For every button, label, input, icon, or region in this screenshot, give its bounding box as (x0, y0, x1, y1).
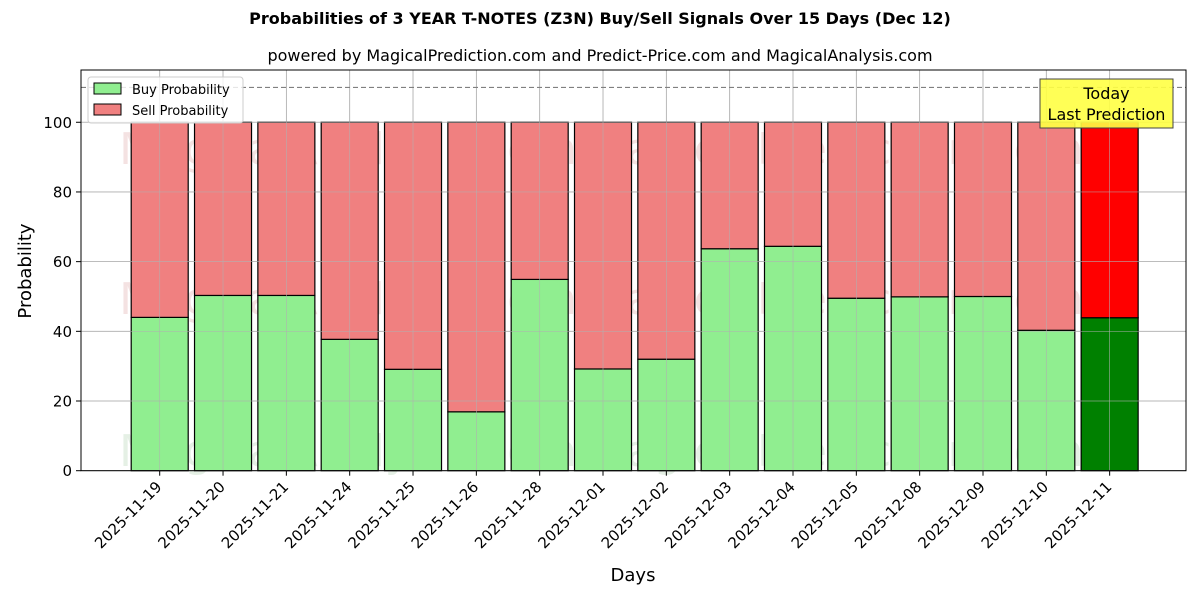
x-tick-label: 2025-12-05 (788, 478, 862, 552)
plot-frame (80, 69, 1187, 472)
x-tick-label: 2025-11-26 (408, 478, 482, 552)
x-tick-label: 2025-12-02 (598, 478, 672, 552)
x-tick-label: 2025-11-21 (218, 478, 292, 552)
chart-subtitle: powered by MagicalPrediction.com and Pre… (267, 46, 933, 65)
y-tick-label: 40 (53, 323, 72, 341)
x-tick-label: 2025-11-19 (91, 478, 165, 552)
chart-title: Probabilities of 3 YEAR T-NOTES (Z3N) Bu… (249, 9, 951, 28)
x-tick-label: 2025-11-24 (281, 478, 355, 552)
y-tick-label: 80 (53, 183, 72, 201)
x-axis: 2025-11-192025-11-202025-11-212025-11-24… (91, 470, 1115, 552)
x-tick-label: 2025-11-28 (471, 478, 545, 552)
x-tick-label: 2025-12-11 (1041, 478, 1115, 552)
x-tick-label: 2025-12-10 (978, 478, 1052, 552)
y-tick-label: 60 (53, 253, 72, 271)
bars (81, 70, 1186, 472)
x-tick-label: 2025-12-03 (661, 478, 735, 552)
today-annotation: Today Last Prediction (1039, 78, 1174, 129)
y-axis: 0 20 40 60 80 100 (43, 114, 81, 480)
x-tick-label: 2025-12-08 (851, 478, 925, 552)
legend-sell-label: Sell Probability (132, 104, 229, 119)
legend-buy-swatch (93, 82, 122, 95)
x-tick-label: 2025-11-25 (344, 478, 418, 552)
annotation-line2: Last Prediction (1048, 105, 1166, 124)
x-tick-label: 2025-12-04 (724, 478, 798, 552)
x-axis-label: Days (611, 565, 656, 586)
y-axis-label: Probability (15, 223, 36, 318)
x-tick-label: 2025-12-09 (914, 478, 988, 552)
legend-sell-swatch (93, 103, 122, 116)
y-tick-label: 0 (62, 462, 72, 480)
x-tick-label: 2025-11-20 (154, 478, 228, 552)
annotation-line1: Today (1082, 84, 1129, 103)
y-tick-label: 100 (43, 114, 72, 132)
legend-buy-label: Buy Probability (132, 83, 230, 98)
y-tick-label: 20 (53, 393, 72, 411)
legend: Buy Probability Sell Probability (87, 76, 244, 124)
x-tick-label: 2025-12-01 (534, 478, 608, 552)
